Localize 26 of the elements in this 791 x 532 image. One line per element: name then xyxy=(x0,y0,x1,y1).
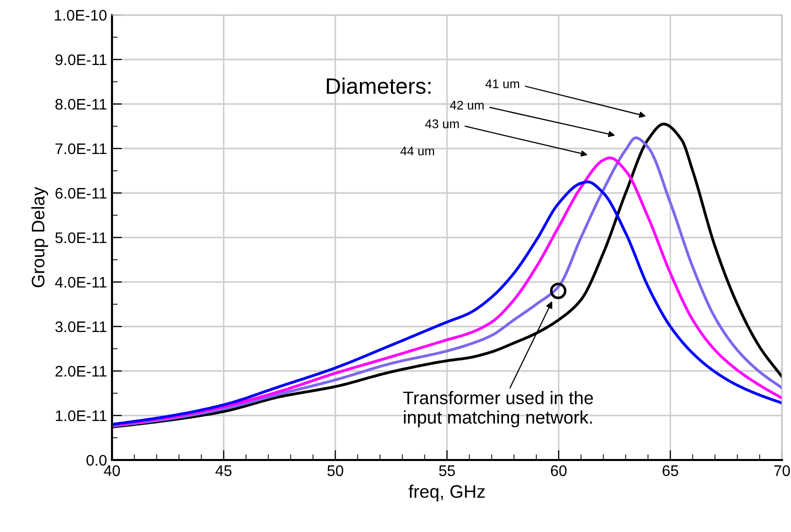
x-tick-label: 45 xyxy=(216,465,232,476)
y-tick-label: 4.0E-11 xyxy=(55,276,106,288)
y-tick-label: 3.0E-11 xyxy=(55,321,106,332)
x-tick-label: 70 xyxy=(774,465,790,476)
x-tick-label: 40 xyxy=(104,465,120,476)
x-tick-label: 60 xyxy=(550,465,567,476)
x-tick-label: 55 xyxy=(439,465,455,476)
y-tick-label: 1.0E-11 xyxy=(56,410,106,422)
y-tick-label: 1.0E-10 xyxy=(54,10,107,21)
y-tick-label: 2.0E-11 xyxy=(56,366,106,377)
y-tick-label: 0.0 xyxy=(86,454,107,466)
x-axis-title: freq, GHz xyxy=(408,484,485,502)
y-tick-label: 5.0E-11 xyxy=(55,232,106,244)
annotation: Diameters: xyxy=(326,78,430,94)
y-tick-label: 9.0E-11 xyxy=(55,54,106,66)
annotation: 41 um xyxy=(485,80,520,88)
annotation: 42 um xyxy=(450,100,484,110)
annotation: Transformer used in the input matching network. xyxy=(403,391,593,428)
annotation: 44 um xyxy=(400,146,434,156)
x-tick-label: 50 xyxy=(327,465,344,476)
y-tick-label: 7.0E-11 xyxy=(56,143,106,154)
y-tick-label: 8.0E-11 xyxy=(55,98,106,110)
x-tick-label: 65 xyxy=(662,465,678,476)
y-axis-title: Group Delay xyxy=(31,186,48,288)
y-tick-label: 6.0E-11 xyxy=(56,188,106,199)
annotation: 43 um xyxy=(425,119,459,128)
